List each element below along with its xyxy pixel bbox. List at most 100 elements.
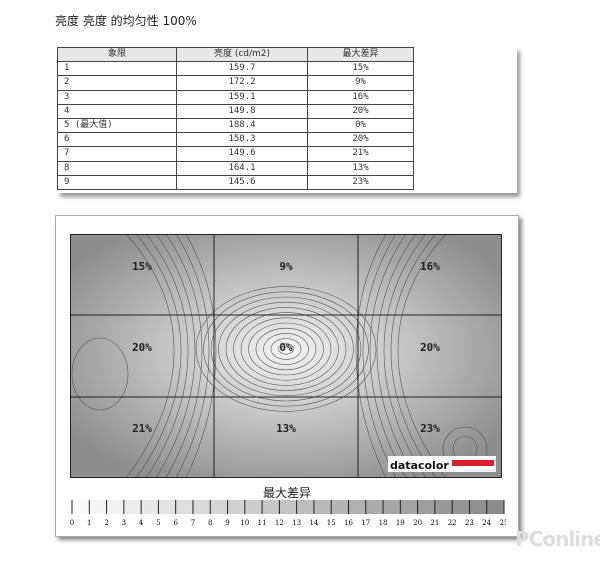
cell-label: 9% <box>279 260 293 273</box>
scale-swatch <box>141 500 159 514</box>
contour-line <box>175 234 210 478</box>
table-cell: 20% <box>307 103 414 119</box>
scale-swatch <box>469 500 487 514</box>
table-row: 4 149.8 20% <box>57 103 414 119</box>
table-cell: 149.8 <box>176 103 308 119</box>
scale-swatch <box>434 500 453 514</box>
scale-tick-label: 4 <box>139 519 144 527</box>
contour-line <box>203 291 369 407</box>
scale-swatch <box>175 500 193 514</box>
scale-tick-label: 19 <box>396 519 405 527</box>
table-cell: 149.6 <box>176 146 308 162</box>
table-cell: 13% <box>307 160 414 176</box>
table-cell: 145.6 <box>176 174 308 190</box>
heatmap-border <box>70 234 502 478</box>
datacolor-logo: datacolor <box>388 456 496 472</box>
contour-line <box>390 234 437 478</box>
scale-tick-label: 14 <box>309 519 318 527</box>
contour-line <box>225 307 347 391</box>
table-cell: 0% <box>307 117 414 134</box>
scale-swatch <box>192 500 211 514</box>
scale-swatch <box>400 500 418 514</box>
scale-tick-label: 20 <box>413 519 422 527</box>
contour-line <box>125 234 175 478</box>
scale-swatch <box>313 500 332 514</box>
uniformity-table-panel: 象限 亮度 (cd/m2) 最大差异 1 159.7 15% 2 172.2 9% 3 159… <box>57 46 517 193</box>
contour-line <box>248 322 324 376</box>
table-cell: 9 <box>57 174 177 190</box>
page-title: 亮度 亮度 的均匀性 100% <box>55 14 197 28</box>
table-cell: 3 <box>57 89 177 105</box>
table-cell: 5 (最大值) <box>57 117 177 134</box>
table-cell: 21% <box>307 146 414 162</box>
scale-tick-label: 9 <box>225 519 229 527</box>
scale-swatch <box>417 500 435 514</box>
scale-tick-label: 23 <box>465 519 474 527</box>
scale-swatch <box>279 500 297 514</box>
contour-line <box>218 301 354 397</box>
scale-tick-label: 17 <box>361 519 370 527</box>
scale-tick-label: 8 <box>208 519 212 527</box>
contour-line <box>71 337 129 411</box>
chart-panel: 15% 9% 16% 20% 0% 20% 21% 13% 23% datacolor 最大差异… <box>55 215 519 537</box>
cell-label: 0% <box>279 341 293 354</box>
scale-tick-label: 6 <box>173 519 178 527</box>
table-cell: 4 <box>57 103 177 119</box>
table-cell: 7 <box>57 146 177 162</box>
scale-swatch <box>452 500 470 514</box>
contour-line <box>263 333 309 365</box>
contour-line <box>240 317 332 381</box>
scale-swatch <box>123 500 142 514</box>
contour-line <box>135 234 182 478</box>
table-cell: 188.4 <box>176 117 308 134</box>
table-cell: 164.1 <box>176 160 308 176</box>
scale-tick-label: 13 <box>292 519 301 527</box>
table-cell: 159.7 <box>176 61 308 77</box>
table-cell: 150.3 <box>176 132 308 148</box>
cell-label: 16% <box>420 260 440 273</box>
scale-swatch <box>89 500 107 514</box>
scale-swatch <box>106 500 124 514</box>
scale-tick-label: 25 <box>500 519 506 527</box>
scale-swatch <box>296 500 314 514</box>
table-cell: 8 <box>57 160 177 176</box>
scale-swatch <box>365 500 384 514</box>
contour-line <box>233 312 339 386</box>
difference-scale: 0 1 2 3 4 5 6 7 8 9 10 11 12 13 14 15 16 17 18 19 20 21 22 23 24… <box>70 500 506 527</box>
col-header: 亮度 (cd/m2) <box>176 46 308 63</box>
contour-line <box>397 234 447 478</box>
scale-swatch <box>348 500 366 514</box>
contour-line <box>185 234 217 478</box>
table-cell: 159.1 <box>176 89 308 105</box>
contour-line <box>255 327 317 371</box>
scale-swatch <box>227 500 245 514</box>
scale-swatch <box>383 500 401 514</box>
contour-line <box>155 234 196 478</box>
cell-label: 21% <box>132 422 152 435</box>
contour-line <box>145 234 189 478</box>
scale-swatch <box>331 500 349 514</box>
uniformity-heatmap: 15% 9% 16% 20% 0% 20% 21% 13% 23% datacolor <box>70 234 502 478</box>
col-header: 象限 <box>57 46 177 63</box>
contour-line <box>355 234 387 478</box>
scale-tick-label: 16 <box>344 519 353 527</box>
contour-line <box>165 234 203 478</box>
contour-line <box>362 234 397 478</box>
table-row: 5 (最大值) 188.4 0% <box>57 117 414 134</box>
table-row: 1 159.7 15% <box>57 61 414 77</box>
contour-line <box>383 234 427 478</box>
heatmap-background <box>70 234 502 478</box>
table-row: 8 164.1 13% <box>57 160 414 176</box>
contour-line <box>195 286 377 412</box>
scale-swatch <box>210 500 228 514</box>
table-cell: 23% <box>307 174 414 190</box>
scale-tick-label: 22 <box>448 519 457 527</box>
cell-label: 15% <box>132 260 152 273</box>
cell-label: 20% <box>132 341 152 354</box>
contour-line <box>270 338 302 360</box>
table-cell: 15% <box>307 61 414 77</box>
scale-swatch <box>486 500 504 514</box>
scale-swatch <box>244 500 263 514</box>
scale-swatch <box>158 500 176 514</box>
scale-tick-label: 7 <box>191 519 195 527</box>
